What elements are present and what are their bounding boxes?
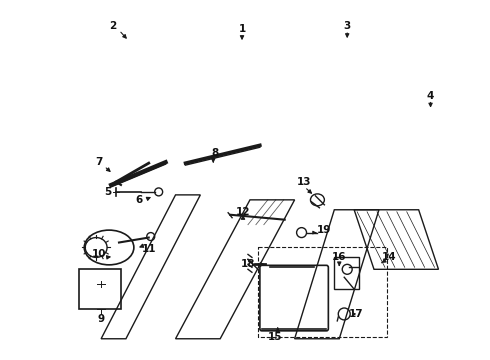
Text: 9: 9 (98, 314, 105, 324)
Text: 11: 11 (142, 244, 156, 255)
Text: 17: 17 (349, 309, 364, 319)
Text: 4: 4 (427, 91, 434, 101)
Text: 6: 6 (135, 195, 143, 205)
Text: 7: 7 (96, 157, 103, 167)
Bar (258, 247, 387, 337)
Text: 8: 8 (212, 148, 219, 158)
Text: 19: 19 (317, 225, 332, 235)
Text: 5: 5 (104, 187, 112, 197)
Text: 12: 12 (236, 207, 250, 217)
Text: 18: 18 (241, 259, 255, 269)
Text: 1: 1 (239, 24, 245, 34)
Text: 3: 3 (343, 21, 351, 31)
Text: 15: 15 (268, 332, 282, 342)
Text: 16: 16 (332, 252, 346, 262)
Text: 2: 2 (109, 21, 117, 31)
Bar (79, 269, 121, 309)
Text: 14: 14 (382, 252, 396, 262)
Text: 10: 10 (92, 249, 106, 260)
Text: 13: 13 (297, 177, 312, 187)
